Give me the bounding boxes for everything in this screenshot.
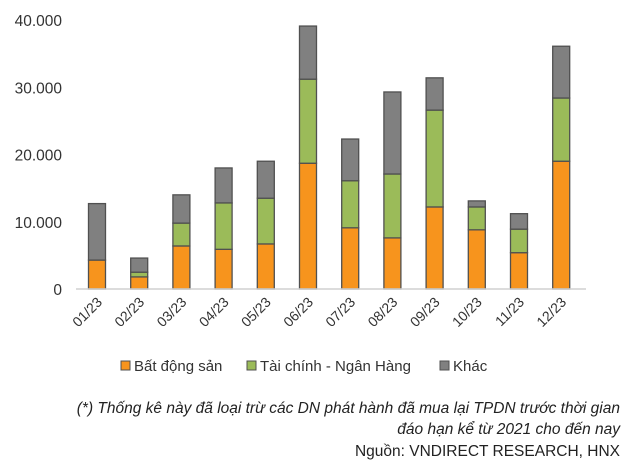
x-tick-label: 09/23: [407, 294, 443, 330]
bar-segment-3: [87, 202, 107, 261]
bar-segment-3: [256, 160, 275, 199]
x-tick-label: 03/23: [153, 294, 189, 330]
bar-segment-1: [298, 162, 318, 290]
bar-segment-1: [425, 206, 444, 290]
bar-segment-1: [87, 259, 107, 290]
bar-segment-1: [509, 252, 529, 290]
x-tick-label: 07/23: [322, 294, 358, 330]
bar-segment-3: [214, 167, 233, 204]
source-text: Nguồn: VNDIRECT RESEARCH, HNX: [354, 443, 620, 460]
bar-segment-1: [552, 160, 571, 290]
legend-label: Bất động sản: [134, 358, 222, 375]
bar-segment-2: [383, 173, 402, 239]
bar-segment-3: [298, 25, 318, 80]
legend-label: Khác: [453, 358, 488, 375]
bar-segment-1: [172, 245, 191, 290]
x-tick-label: 04/23: [196, 294, 232, 330]
y-tick-label: 40.000: [15, 13, 63, 30]
y-tick-label: 30.000: [15, 80, 63, 97]
x-tick-label: 06/23: [280, 294, 316, 330]
x-tick-label: 02/23: [111, 294, 147, 330]
y-tick-label: 10.000: [15, 215, 63, 232]
bar-segment-3: [172, 194, 191, 224]
bar-segment-2: [425, 109, 444, 208]
bar-segment-1: [467, 229, 486, 290]
legend-label: Tài chính - Ngân Hàng: [260, 358, 411, 375]
bar-segment-3: [383, 91, 402, 175]
bar-segment-2: [552, 97, 571, 162]
bar-segment-3: [425, 77, 444, 111]
bar-segment-2: [298, 78, 318, 164]
x-tick-label: 05/23: [238, 294, 274, 330]
bar-segment-1: [383, 237, 402, 290]
bar-segment-1: [214, 248, 233, 290]
bar-segment-1: [130, 276, 149, 290]
footnote-line-2: đáo hạn kể từ 2021 cho đến nay: [397, 421, 620, 438]
legend-swatch: [120, 360, 131, 371]
bar-segment-2: [214, 202, 233, 250]
y-tick-label: 0: [53, 282, 62, 299]
bar-segment-2: [256, 197, 275, 245]
x-tick-label: 11/23: [492, 294, 528, 330]
bar-segment-2: [509, 228, 529, 254]
bar-segment-1: [341, 227, 360, 290]
x-tick-label: 10/23: [449, 294, 485, 330]
footnote-line-1: (*) Thống kê này đã loại trừ các DN phát…: [76, 400, 620, 417]
bar-segment-2: [467, 206, 486, 231]
bar-segment-2: [341, 180, 360, 229]
bar-segment-2: [130, 271, 149, 278]
bar-segment-3: [130, 257, 149, 273]
x-tick-label: 12/23: [533, 294, 569, 330]
bar-segment-1: [256, 243, 275, 290]
bar-segment-2: [172, 222, 191, 247]
bar-segment-3: [341, 138, 360, 182]
bar-segment-3: [552, 45, 571, 99]
legend-swatch: [246, 360, 257, 371]
legend-swatch: [439, 360, 450, 371]
bar-segment-3: [509, 213, 529, 230]
x-tick-label: 01/23: [69, 294, 105, 330]
stacked-bar-chart: 0 10.000 20.000 30.000 40.000 01/23 02/23 03/23…: [15, 13, 586, 375]
y-tick-label: 20.000: [15, 148, 63, 165]
x-tick-label: 08/23: [364, 294, 400, 330]
bar-segment-3: [467, 200, 486, 208]
